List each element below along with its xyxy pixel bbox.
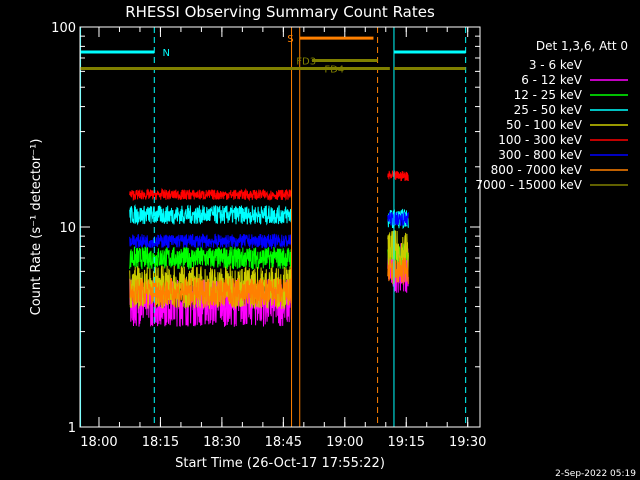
legend-label-4: 25 - 50 keV [514,103,583,117]
x-tick-label-1: 18:00 [80,435,117,450]
flag-label-fd3: FD3 [296,56,316,67]
series-line-7-segment-1 [129,233,292,250]
x-tick-label-5: 19:00 [326,435,363,450]
footer-date: 2-Sep-2022 05:19 [555,469,636,479]
series-line-6-segment-2 [387,170,409,182]
y-axis-label: Count Rate (s⁻¹ detector⁻¹) [29,139,44,316]
series-line-8-segment-1 [129,277,292,308]
x-tick-label-6: 19:15 [388,435,425,450]
legend-label-9: 7000 - 15000 keV [475,178,582,192]
series-line-1-segment-2 [387,105,409,116]
legend-label-2: 6 - 12 keV [521,73,583,87]
x-tick-label-7: 19:30 [449,435,486,450]
legend-label-6: 100 - 300 keV [498,133,582,147]
legend-label-7: 300 - 800 keV [498,148,582,162]
y-tick-label-1: 1 [68,421,76,436]
series-line-6-segment-1 [129,187,292,202]
flag-label-s: S [287,34,293,45]
series-line-8-segment-2 [387,257,409,285]
y-tick-label-3: 100 [51,21,76,36]
series-line-7-segment-2 [387,211,409,227]
data-series-layer [129,105,409,327]
legend-header: Det 1,3,6, Att 0 [536,39,628,53]
series-line-3-segment-1 [129,246,292,270]
series-line-4-segment-1 [129,204,292,226]
axes-layer: 1 10 100 18:00 18:15 18:30 18:45 19:00 19:15 19:3… [51,21,486,450]
series-line-1-segment-1 [129,120,292,133]
flag-label-n: N [162,48,169,59]
legend-label-8: 800 - 7000 keV [491,163,583,177]
legend-label-5: 50 - 100 keV [506,118,583,132]
x-tick-label-3: 18:30 [203,435,240,450]
x-axis-label: Start Time (26-Oct-17 17:55:22) [175,456,385,471]
legend-label-3: 12 - 25 keV [514,88,583,102]
chart-title: RHESSI Observing Summary Count Rates [125,3,435,21]
x-tick-label-4: 18:45 [265,435,302,450]
legend-label-1: 3 - 6 keV [529,58,583,72]
y-tick-label-2: 10 [59,221,76,236]
flag-label-fd4: FD4 [324,65,344,76]
x-tick-label-2: 18:15 [142,435,179,450]
series-line-5-segment-2 [387,230,409,274]
